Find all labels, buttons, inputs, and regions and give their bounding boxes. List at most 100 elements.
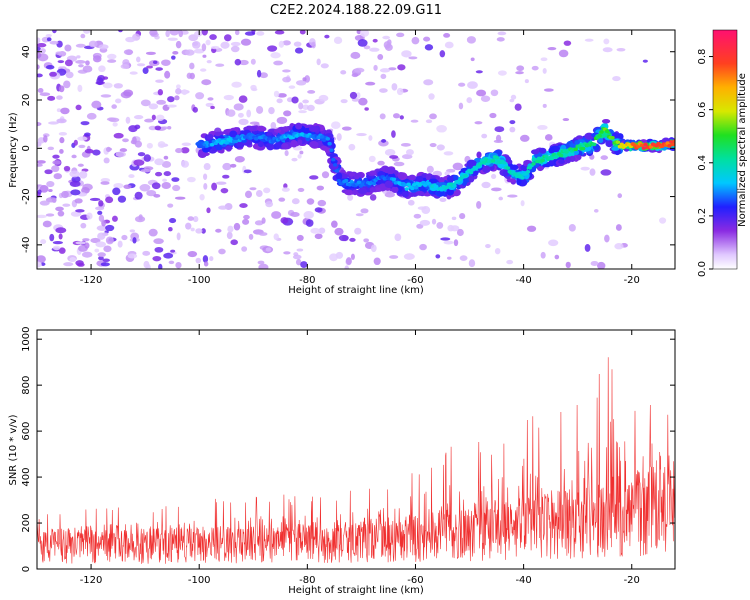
noise-speckle bbox=[466, 97, 473, 104]
noise-speckle bbox=[568, 224, 576, 232]
noise-speckle bbox=[338, 234, 349, 242]
noise-speckle bbox=[37, 255, 46, 263]
noise-speckle bbox=[98, 256, 104, 261]
noise-speckle bbox=[394, 233, 402, 242]
noise-speckle bbox=[148, 228, 158, 237]
noise-speckle bbox=[167, 37, 178, 41]
noise-speckle bbox=[154, 246, 164, 253]
signal-blob bbox=[384, 180, 393, 189]
signal-blob bbox=[415, 190, 425, 196]
noise-speckle bbox=[78, 64, 84, 68]
noise-speckle bbox=[70, 189, 81, 196]
noise-speckle bbox=[230, 41, 241, 47]
signal-blob bbox=[506, 178, 515, 183]
noise-speckle bbox=[283, 251, 291, 255]
noise-speckle bbox=[459, 213, 466, 220]
noise-speckle bbox=[37, 51, 42, 59]
y-tick-label: 0 bbox=[21, 566, 32, 572]
noise-speckle bbox=[161, 161, 172, 168]
noise-speckle bbox=[509, 126, 516, 133]
noise-speckle bbox=[55, 227, 67, 234]
noise-speckle bbox=[249, 187, 257, 191]
noise-speckle bbox=[220, 41, 230, 49]
noise-speckle bbox=[37, 160, 46, 164]
noise-speckle bbox=[61, 190, 69, 199]
noise-speckle bbox=[167, 104, 177, 108]
noise-speckle bbox=[467, 81, 478, 89]
signal-blob bbox=[538, 147, 547, 154]
signal-core bbox=[551, 152, 556, 157]
colorbar-tick-label: 0.0 bbox=[697, 261, 708, 277]
signal-blob bbox=[295, 122, 303, 130]
noise-speckle bbox=[480, 95, 491, 103]
noise-speckle bbox=[202, 54, 207, 58]
noise-speckle bbox=[377, 160, 385, 166]
noise-speckle bbox=[281, 187, 290, 192]
noise-speckle bbox=[223, 34, 232, 42]
snr-frame bbox=[36, 329, 676, 570]
noise-speckle bbox=[51, 165, 60, 173]
noise-speckle bbox=[113, 182, 124, 189]
noise-speckle bbox=[604, 234, 610, 243]
noise-speckle bbox=[509, 120, 516, 125]
noise-speckle bbox=[128, 174, 135, 179]
noise-speckle bbox=[443, 151, 454, 156]
noise-speckle bbox=[470, 57, 475, 62]
noise-speckle bbox=[600, 169, 612, 176]
noise-speckle bbox=[95, 206, 105, 211]
signal-core bbox=[334, 169, 340, 173]
colorbar-tick-label: 0.2 bbox=[697, 208, 708, 224]
noise-speckle bbox=[304, 75, 311, 83]
noise-speckle bbox=[439, 197, 447, 203]
noise-speckle bbox=[318, 94, 329, 102]
noise-speckle bbox=[136, 63, 146, 67]
noise-speckle bbox=[283, 110, 292, 117]
colorbar-ticks: 0.0 0.2 0.4 0.6 0.8 bbox=[697, 49, 713, 277]
signal-blob bbox=[353, 172, 360, 180]
noise-speckle bbox=[223, 94, 234, 101]
noise-speckle bbox=[240, 38, 252, 46]
noise-speckle bbox=[174, 196, 186, 200]
noise-speckle bbox=[210, 105, 215, 110]
signal-blob bbox=[357, 188, 368, 194]
noise-speckle bbox=[233, 222, 241, 231]
noise-speckle bbox=[496, 37, 505, 42]
noise-speckle bbox=[258, 232, 268, 236]
noise-speckle bbox=[122, 138, 129, 143]
noise-speckle bbox=[81, 251, 93, 258]
noise-speckle bbox=[146, 65, 153, 69]
noise-speckle bbox=[48, 188, 53, 193]
noise-speckle bbox=[171, 55, 176, 60]
noise-speckle bbox=[128, 125, 138, 133]
noise-speckle bbox=[220, 188, 229, 194]
noise-speckle bbox=[382, 35, 391, 40]
noise-speckle bbox=[96, 225, 108, 231]
noise-speckle bbox=[151, 114, 156, 121]
noise-speckle bbox=[215, 181, 227, 185]
noise-speckle bbox=[48, 121, 59, 125]
noise-speckle bbox=[603, 38, 610, 45]
signal-core bbox=[669, 140, 674, 144]
signal-core bbox=[235, 134, 240, 139]
noise-speckle bbox=[278, 40, 285, 48]
noise-speckle bbox=[119, 148, 128, 153]
noise-speckle bbox=[316, 185, 325, 191]
noise-speckle bbox=[234, 30, 240, 36]
noise-speckle bbox=[92, 149, 101, 156]
noise-speckle bbox=[192, 215, 199, 223]
noise-speckle bbox=[256, 31, 265, 36]
noise-speckle bbox=[318, 227, 326, 234]
noise-speckle bbox=[37, 122, 42, 127]
noise-speckle bbox=[271, 211, 282, 219]
noise-speckle bbox=[291, 157, 298, 162]
noise-speckle bbox=[201, 79, 212, 86]
noise-speckle bbox=[291, 198, 300, 205]
signal-blob bbox=[576, 154, 582, 159]
noise-speckle bbox=[295, 80, 307, 86]
signal-core bbox=[619, 142, 624, 147]
noise-speckle bbox=[329, 253, 339, 262]
noise-speckle bbox=[589, 168, 596, 176]
noise-speckle bbox=[350, 253, 355, 260]
signal-core bbox=[536, 156, 542, 161]
noise-speckle bbox=[97, 232, 106, 240]
